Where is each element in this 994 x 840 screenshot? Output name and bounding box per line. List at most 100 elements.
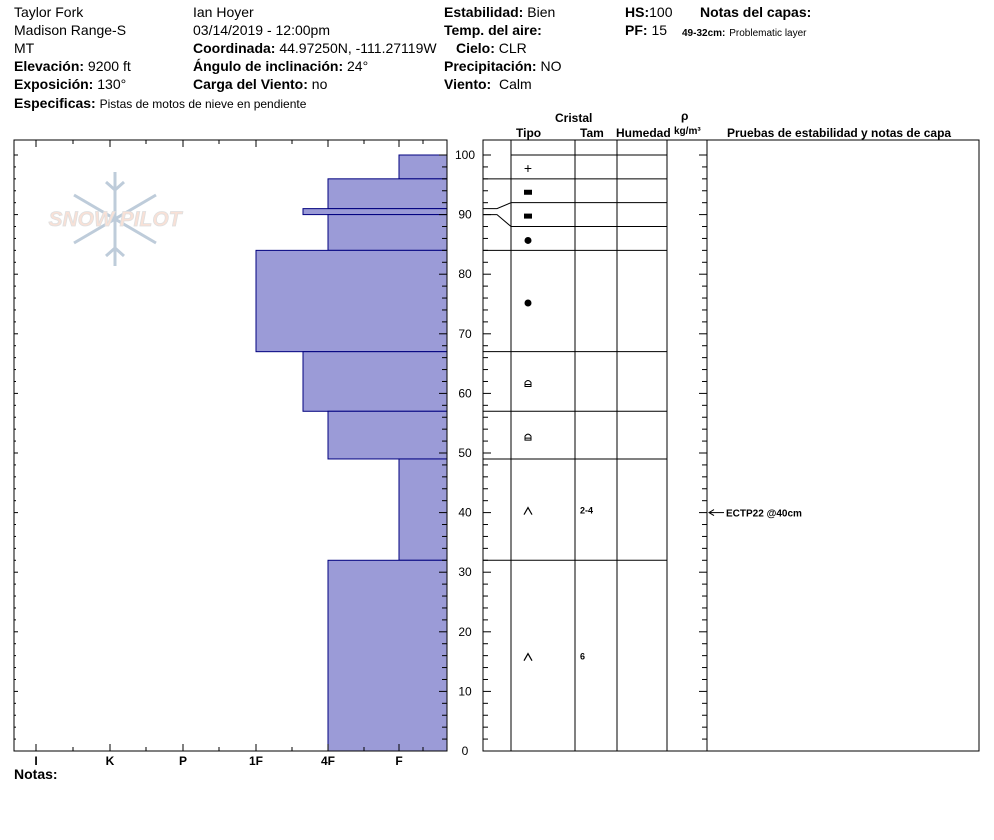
- datetime: 03/14/2019 - 12:00pm: [193, 22, 330, 38]
- rho-header: ρ: [681, 109, 689, 123]
- hardness-bar-5: [302, 351, 448, 412]
- depth-hoar-icon: [523, 652, 533, 661]
- faceted-rounded-icon: [524, 433, 532, 441]
- state: MT: [14, 40, 35, 56]
- snowflake-icon: [73, 172, 157, 266]
- y-tick-label: 60: [458, 386, 472, 400]
- x-tick-label: I: [34, 754, 37, 768]
- density-unit-header: kg/m³: [674, 126, 701, 137]
- crystal-size-label: 2-4: [580, 506, 593, 516]
- layer-note: 49-32cm: Problematic layer: [682, 23, 807, 42]
- sky: Cielo: CLR: [456, 40, 527, 56]
- elevation-value: 9200 ft: [87, 58, 131, 74]
- y-tick-label: 20: [458, 625, 472, 639]
- precipitation-icon: +: [524, 160, 532, 176]
- hardness-bar-8: [327, 559, 448, 752]
- sky-label: Cielo:: [456, 40, 495, 56]
- specifics-value: Pistas de motos de nieve en pendiente: [99, 97, 307, 111]
- type-header: Tipo: [516, 126, 542, 140]
- wind-label: Viento:: [444, 76, 492, 92]
- layer-connector: [483, 214, 512, 227]
- wind-value: Calm: [498, 76, 532, 92]
- pf-label: PF:: [625, 22, 648, 38]
- size-header: Tam: [580, 126, 604, 140]
- pf: PF: 15: [625, 22, 667, 38]
- y-tick-label: 70: [458, 327, 472, 341]
- snowpilot-logo: SNOW PILOT: [48, 172, 184, 266]
- layer-note-text: Problematic layer: [729, 28, 807, 39]
- y-tick-label: 100: [455, 148, 475, 162]
- crystal-header: Cristal: [555, 111, 593, 125]
- hardness-bar-0: [398, 154, 448, 180]
- tests-header: Pruebas de estabilidad y notas de capa: [727, 126, 952, 140]
- stability-value: Bien: [527, 4, 556, 20]
- depth-hoar-icon: [523, 506, 533, 515]
- x-tick-label: K: [106, 754, 115, 768]
- location-name: Taylor Fork: [14, 4, 84, 20]
- coordinates: Coordinada: 44.97250N, -111.27119W: [193, 40, 437, 56]
- x-tick-label: F: [395, 754, 402, 768]
- wind-load-label: Carga del Viento:: [193, 76, 308, 92]
- stability-label: Estabilidad:: [444, 4, 524, 20]
- hardness-bar-3: [327, 214, 448, 251]
- observer: Ian Hoyer: [193, 4, 254, 20]
- hardness-bar-1: [327, 178, 448, 210]
- faceted-rounded-icon: [524, 379, 532, 387]
- x-tick-label: 4F: [321, 754, 335, 768]
- elevation-label: Elevación:: [14, 58, 85, 74]
- specifics: Especificas: Pistas de motos de nieve en…: [14, 95, 306, 112]
- hardness-bar-7: [398, 458, 448, 561]
- rounded-grain-icon: [524, 299, 532, 307]
- y-tick-label: 10: [458, 684, 472, 698]
- hs-label: HS:: [625, 4, 650, 20]
- wind-load-value: no: [311, 76, 328, 92]
- test-label: ECTP22 @40cm: [726, 509, 802, 520]
- pf-value: 15: [651, 22, 668, 38]
- wind-load: Carga del Viento: no: [193, 76, 327, 92]
- y-tick-label: 0: [462, 744, 469, 758]
- hardness-bar-4: [255, 249, 448, 353]
- slope-label: Ángulo de inclinación:: [193, 58, 344, 74]
- aspect-label: Exposición:: [14, 76, 94, 92]
- aspect: Exposición: 130°: [14, 76, 126, 92]
- slope-value: 24°: [347, 58, 369, 74]
- y-tick-label: 50: [458, 446, 472, 460]
- coord-label: Coordinada:: [193, 40, 276, 56]
- precip-label: Precipitación:: [444, 58, 537, 74]
- moisture-header: Humedad: [616, 126, 671, 140]
- mountain-range: Madison Range-S: [14, 22, 127, 38]
- rounded-grain-icon: [524, 236, 532, 244]
- air-temp: Temp. del aire:: [444, 22, 542, 38]
- test-arrow-icon: [708, 509, 715, 517]
- elevation: Elevación: 9200 ft: [14, 58, 131, 74]
- layer-note-depth: 49-32cm:: [682, 28, 726, 39]
- air-temp-label: Temp. del aire:: [444, 22, 542, 38]
- stability: Estabilidad: Bien: [444, 4, 555, 20]
- melt-freeze-crust-icon: [524, 213, 532, 219]
- y-tick-label: 30: [458, 565, 472, 579]
- specifics-label: Especificas:: [14, 95, 96, 111]
- crystal-size-label: 6: [580, 652, 585, 662]
- sky-value: CLR: [498, 40, 527, 56]
- slope-angle: Ángulo de inclinación: 24°: [193, 58, 368, 74]
- precip-value: NO: [540, 58, 562, 74]
- layer-connector: [483, 202, 512, 210]
- hs: HS:100: [625, 4, 672, 20]
- logo-text: SNOW PILOT: [49, 208, 184, 231]
- hardness-bar-2: [302, 208, 448, 216]
- coord-value: 44.97250N, -111.27119W: [279, 40, 437, 56]
- notes-label: Notas:: [14, 766, 58, 782]
- melt-freeze-crust-icon: [524, 189, 532, 195]
- precipitation: Precipitación: NO: [444, 58, 561, 74]
- wind: Viento: Calm: [444, 76, 532, 92]
- hs-value: 100: [649, 4, 673, 20]
- y-tick-label: 90: [458, 208, 472, 222]
- layer-notes-label: Notas del capas:: [700, 4, 812, 20]
- y-tick-label: 40: [458, 506, 472, 520]
- aspect-value: 130°: [97, 76, 127, 92]
- hardness-bar-6: [327, 410, 448, 460]
- x-tick-label: P: [179, 754, 187, 768]
- x-tick-label: 1F: [249, 754, 263, 768]
- y-tick-label: 80: [458, 267, 472, 281]
